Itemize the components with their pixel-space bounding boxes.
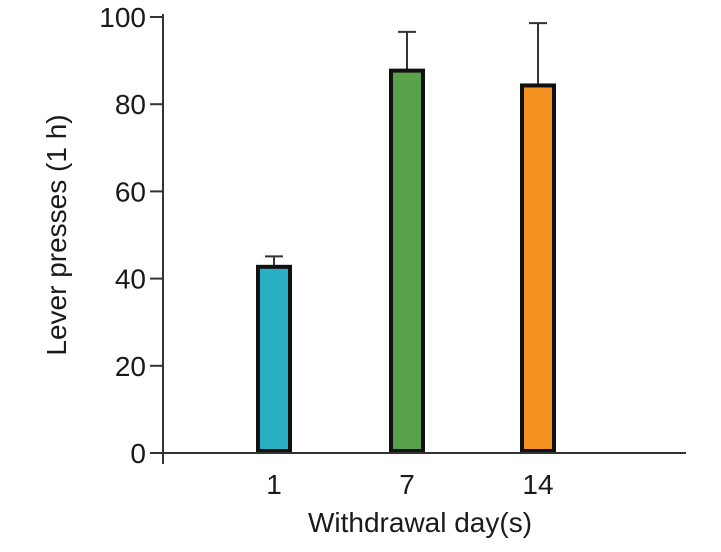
- x-tick-label: 7: [399, 469, 415, 500]
- bar-day-1: [256, 264, 292, 453]
- x-tick-label: 14: [522, 469, 553, 500]
- y-axis-label: Lever presses (1 h): [41, 114, 72, 355]
- y-tick-label: 60: [115, 176, 146, 207]
- y-tick-label: 80: [115, 89, 146, 120]
- bar-day-14: [520, 83, 556, 454]
- y-tick-label: 20: [115, 351, 146, 382]
- x-tick-label: 1: [266, 469, 282, 500]
- x-axis-label: Withdrawal day(s): [308, 507, 532, 538]
- bar-day-7: [389, 68, 425, 454]
- y-tick-label: 0: [130, 438, 146, 469]
- y-tick-label: 40: [115, 264, 146, 295]
- y-tick-label: 100: [99, 2, 146, 33]
